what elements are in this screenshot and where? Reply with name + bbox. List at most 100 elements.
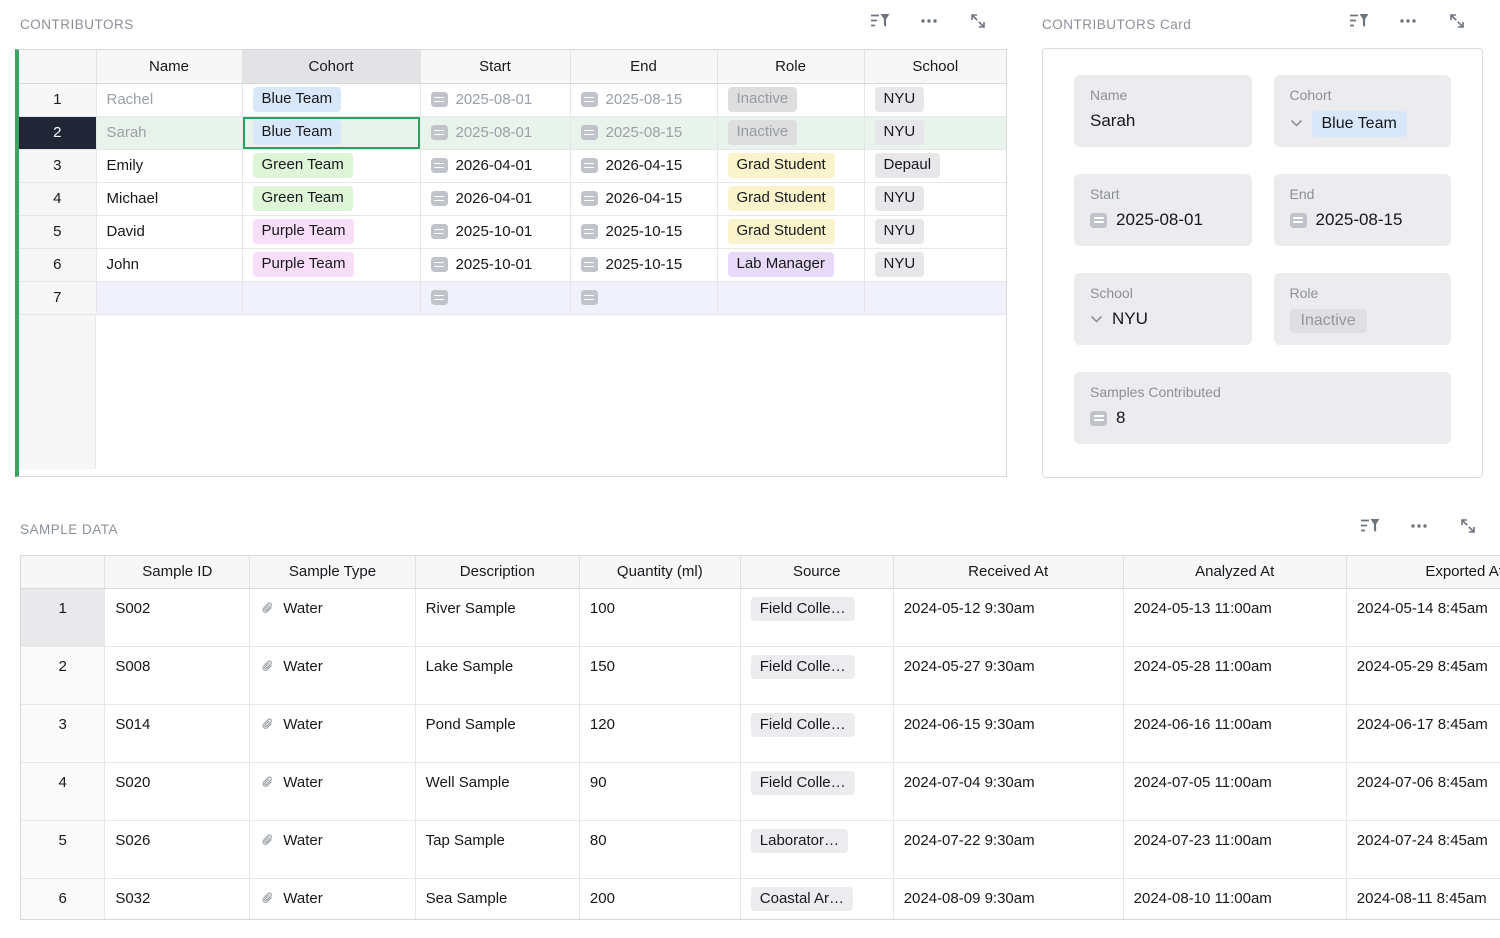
sample-id-cell[interactable]: S020 — [104, 762, 251, 821]
column-header-name[interactable]: Name — [96, 50, 243, 84]
column-header-end[interactable]: End — [570, 50, 718, 84]
received-at-cell[interactable]: 2024-05-27 9:30am — [893, 646, 1124, 705]
row-number[interactable]: 2 — [19, 116, 97, 150]
quantity-cell[interactable]: 100 — [579, 588, 741, 647]
end-cell[interactable]: 2026-04-15 — [570, 149, 718, 183]
sample-id-cell[interactable]: S032 — [104, 878, 251, 919]
analyzed-at-cell[interactable]: 2024-07-23 11:00am — [1123, 820, 1347, 879]
school-cell[interactable]: NYU — [864, 83, 1006, 117]
field-samples-contributed[interactable]: Samples Contributed 8 — [1074, 372, 1451, 444]
column-header-description[interactable]: Description — [415, 556, 580, 589]
cohort-cell-selected[interactable]: Blue Team — [242, 116, 421, 150]
row-number[interactable]: 5 — [21, 820, 106, 879]
column-header-analyzed-at[interactable]: Analyzed At — [1123, 556, 1347, 589]
sort-filter-icon[interactable] — [868, 9, 892, 33]
cohort-cell[interactable]: Green Team — [242, 149, 421, 183]
description-cell[interactable]: Well Sample — [415, 762, 580, 821]
name-cell[interactable]: Rachel — [96, 83, 243, 117]
description-cell[interactable]: River Sample — [415, 588, 580, 647]
field-start[interactable]: Start 2025-08-01 — [1074, 174, 1252, 246]
more-options-icon[interactable] — [1396, 9, 1420, 33]
column-header-exported-at[interactable]: Exported At — [1346, 556, 1500, 589]
cohort-cell[interactable]: Green Team — [242, 182, 421, 216]
sort-filter-icon[interactable] — [1358, 514, 1382, 538]
role-cell[interactable]: Grad Student — [717, 182, 865, 216]
exported-at-cell[interactable]: 2024-05-29 8:45am — [1346, 646, 1500, 705]
field-name[interactable]: Name Sarah — [1074, 75, 1252, 147]
field-end[interactable]: End 2025-08-15 — [1273, 174, 1451, 246]
role-cell[interactable]: Lab Manager — [717, 248, 865, 282]
role-cell[interactable]: Grad Student — [717, 149, 865, 183]
row-number[interactable]: 6 — [21, 878, 106, 919]
source-cell[interactable]: Field Colle… — [740, 704, 894, 763]
more-options-icon[interactable] — [917, 9, 941, 33]
quantity-cell[interactable]: 150 — [579, 646, 741, 705]
column-header-source[interactable]: Source — [740, 556, 894, 589]
quantity-cell[interactable]: 90 — [579, 762, 741, 821]
sample-id-cell[interactable]: S026 — [104, 820, 251, 879]
end-cell[interactable]: 2025-10-15 — [570, 215, 718, 249]
name-cell[interactable]: David — [96, 215, 243, 249]
row-number[interactable]: 5 — [19, 215, 97, 249]
column-header-role[interactable]: Role — [717, 50, 865, 84]
row-number[interactable]: 6 — [19, 248, 97, 282]
row-number[interactable]: 1 — [19, 83, 97, 117]
exported-at-cell[interactable]: 2024-05-14 8:45am — [1346, 588, 1500, 647]
cohort-cell[interactable] — [242, 281, 421, 315]
field-cohort[interactable]: Cohort Blue Team — [1273, 75, 1451, 147]
cohort-cell[interactable]: Blue Team — [242, 83, 421, 117]
sample-type-cell[interactable]: Water — [249, 588, 416, 647]
row-number[interactable]: 3 — [19, 149, 97, 183]
source-cell[interactable]: Field Colle… — [740, 588, 894, 647]
expand-icon[interactable] — [966, 9, 990, 33]
role-cell[interactable] — [717, 281, 865, 315]
sample-id-cell[interactable]: S014 — [104, 704, 251, 763]
row-number[interactable]: 4 — [21, 762, 106, 821]
school-cell[interactable]: NYU — [864, 248, 1006, 282]
sample-type-cell[interactable]: Water — [249, 646, 416, 705]
received-at-cell[interactable]: 2024-07-04 9:30am — [893, 762, 1124, 821]
received-at-cell[interactable]: 2024-06-15 9:30am — [893, 704, 1124, 763]
description-cell[interactable]: Tap Sample — [415, 820, 580, 879]
end-cell[interactable]: 2025-08-15 — [570, 83, 718, 117]
start-cell[interactable]: 2026-04-01 — [420, 149, 571, 183]
column-header-received-at[interactable]: Received At — [893, 556, 1124, 589]
analyzed-at-cell[interactable]: 2024-07-05 11:00am — [1123, 762, 1347, 821]
school-cell[interactable]: Depaul — [864, 149, 1006, 183]
column-header-quantity[interactable]: Quantity (ml) — [579, 556, 741, 589]
column-header-school[interactable]: School — [864, 50, 1006, 84]
description-cell[interactable]: Sea Sample — [415, 878, 580, 919]
row-number[interactable]: 7 — [19, 281, 97, 315]
sort-filter-icon[interactable] — [1347, 9, 1371, 33]
name-cell[interactable]: Michael — [96, 182, 243, 216]
analyzed-at-cell[interactable]: 2024-05-28 11:00am — [1123, 646, 1347, 705]
start-cell[interactable] — [420, 281, 571, 315]
chevron-down-icon[interactable] — [1090, 315, 1103, 324]
expand-icon[interactable] — [1456, 514, 1480, 538]
corner-header[interactable] — [19, 50, 97, 84]
start-cell[interactable]: 2025-08-01 — [420, 83, 571, 117]
received-at-cell[interactable]: 2024-07-22 9:30am — [893, 820, 1124, 879]
field-role[interactable]: Role Inactive — [1273, 273, 1451, 345]
end-cell[interactable]: 2025-10-15 — [570, 248, 718, 282]
expand-icon[interactable] — [1445, 9, 1469, 33]
column-header-start[interactable]: Start — [420, 50, 571, 84]
field-school[interactable]: School NYU — [1074, 273, 1252, 345]
sample-type-cell[interactable]: Water — [249, 820, 416, 879]
name-cell[interactable]: Emily — [96, 149, 243, 183]
sample-type-cell[interactable]: Water — [249, 762, 416, 821]
source-cell[interactable]: Coastal Ar… — [740, 878, 894, 919]
exported-at-cell[interactable]: 2024-08-11 8:45am — [1346, 878, 1500, 919]
name-cell[interactable] — [96, 281, 243, 315]
sample-type-cell[interactable]: Water — [249, 704, 416, 763]
corner-header[interactable] — [21, 556, 106, 589]
school-cell[interactable]: NYU — [864, 215, 1006, 249]
start-cell[interactable]: 2025-10-01 — [420, 248, 571, 282]
end-cell[interactable]: 2026-04-15 — [570, 182, 718, 216]
end-cell[interactable]: 2025-08-15 — [570, 116, 718, 150]
analyzed-at-cell[interactable]: 2024-06-16 11:00am — [1123, 704, 1347, 763]
row-number[interactable]: 4 — [19, 182, 97, 216]
role-cell[interactable]: Grad Student — [717, 215, 865, 249]
row-number[interactable]: 1 — [21, 588, 106, 647]
quantity-cell[interactable]: 120 — [579, 704, 741, 763]
